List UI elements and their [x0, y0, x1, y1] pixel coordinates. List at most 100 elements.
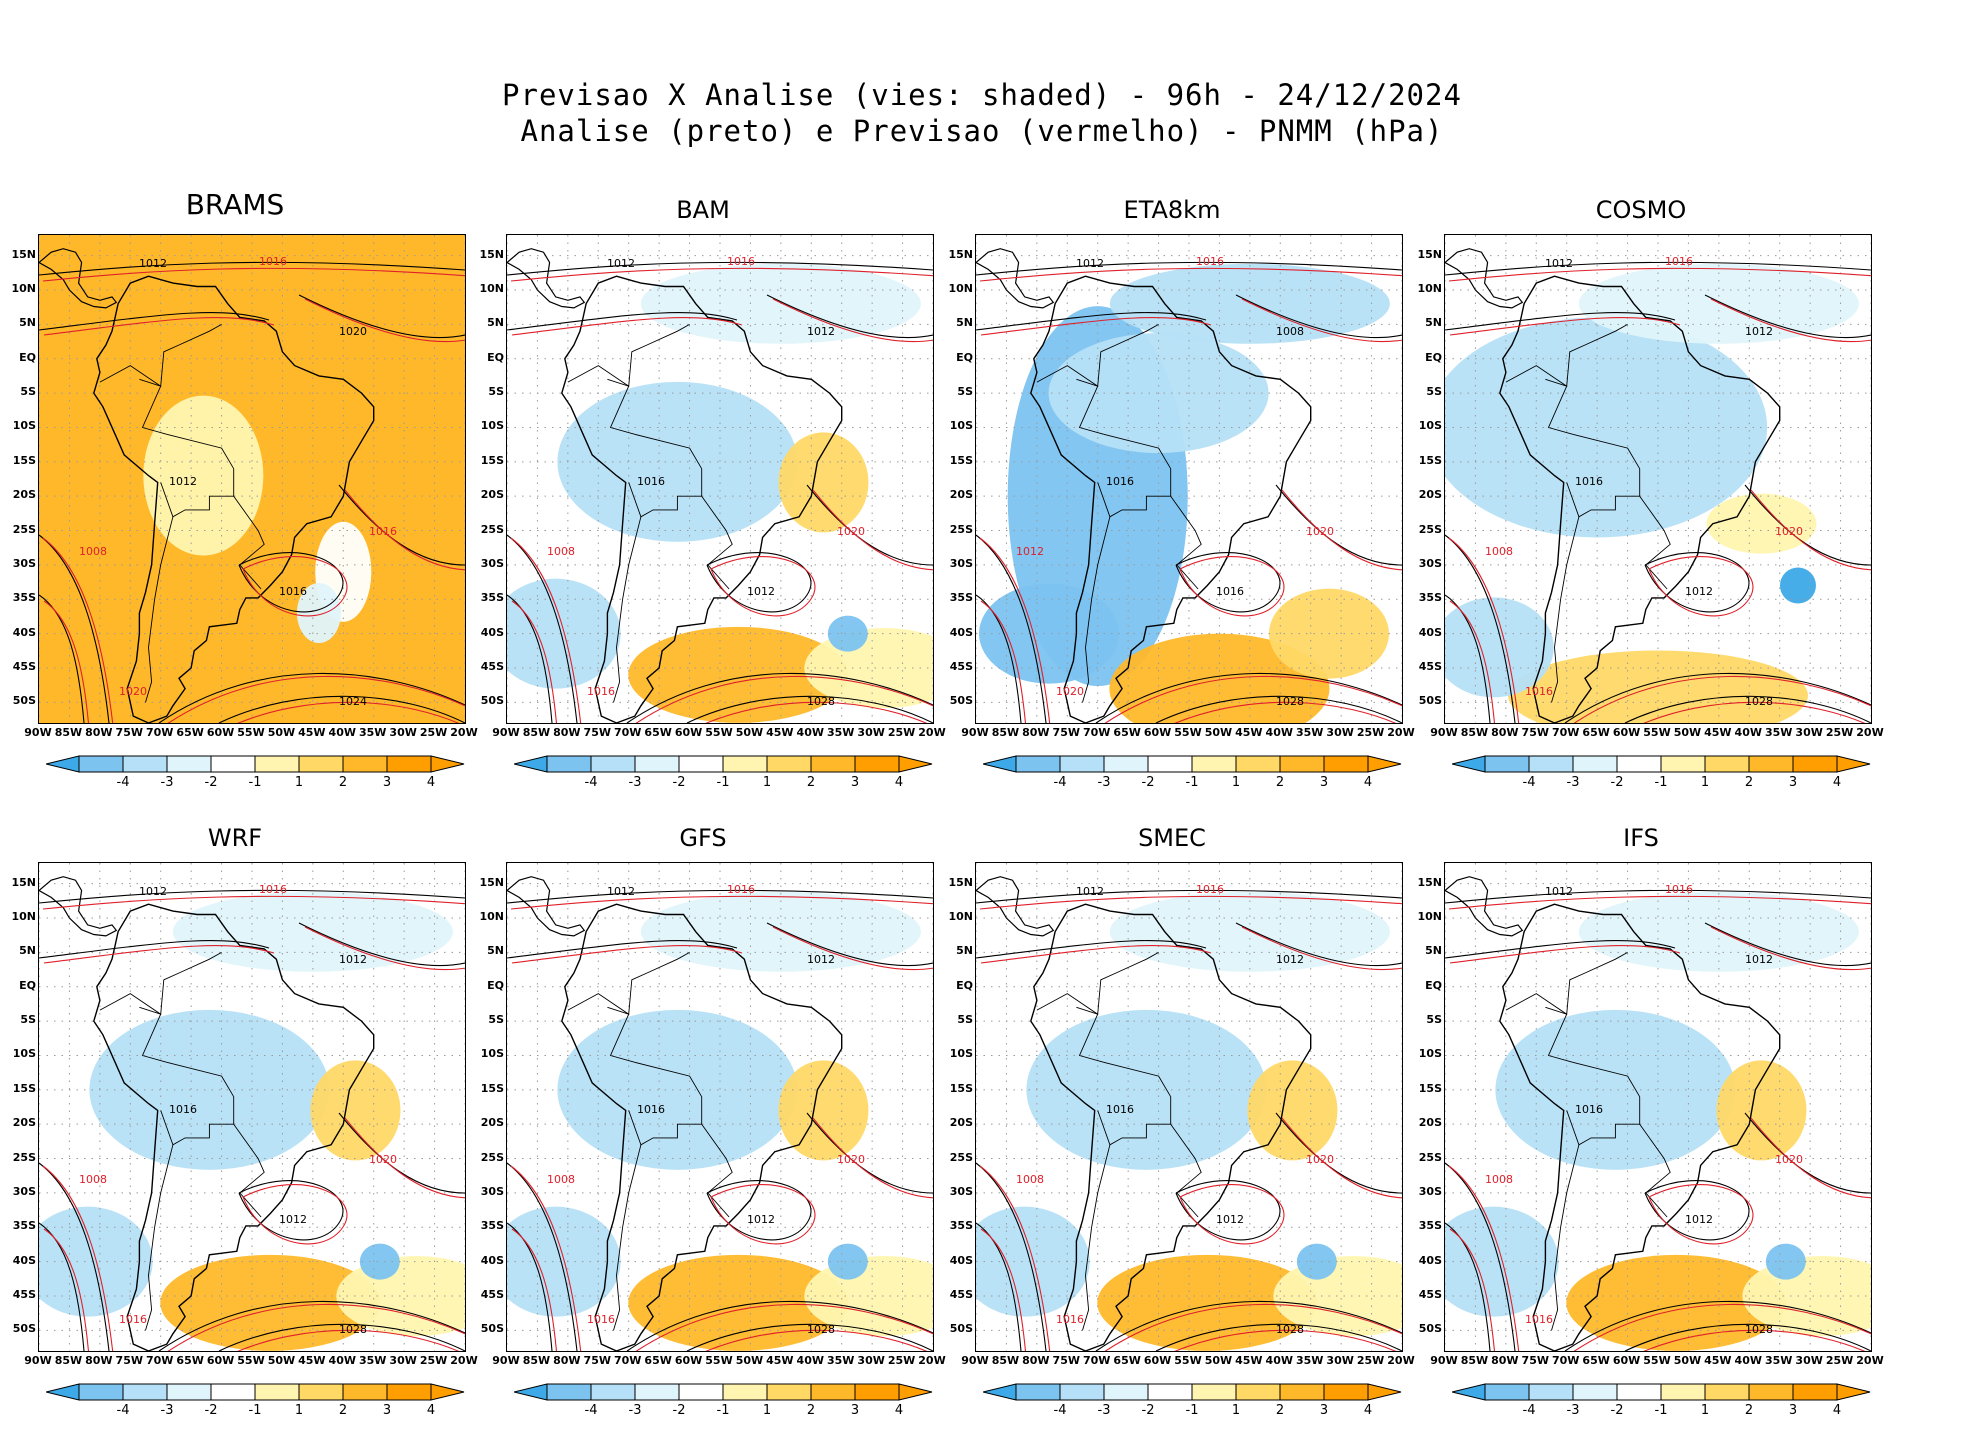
forecast-isobar	[344, 1117, 465, 1199]
colorbar-tick-label: 2	[1275, 775, 1285, 790]
analysis-isobar	[1445, 940, 1676, 959]
lon-tick-label: 75W	[1052, 1354, 1081, 1367]
country-border	[1082, 516, 1111, 703]
country-border	[628, 482, 702, 518]
colorbar-swatch	[1528, 755, 1574, 773]
colorbar-swatch	[1103, 755, 1149, 773]
model-panel: SMEC 15N 10N 5N EQ 5S 10S 15S 20S 25S 30S 35S 40S 45S…	[937, 808, 1414, 1418]
lon-tick-label: 85W	[1460, 726, 1489, 739]
forecast-isobar	[237, 701, 460, 723]
bias-warm-northeast	[778, 1060, 869, 1161]
forecast-isobar	[237, 1329, 460, 1351]
lon-tick-label: 25W	[1356, 726, 1385, 739]
isobar-label: 1012	[607, 257, 635, 270]
forecast-isobar	[772, 298, 933, 343]
central-america-outline	[39, 876, 118, 937]
forecast-isobar	[1448, 267, 1871, 282]
colorbar-tick-label: -3	[160, 1403, 174, 1418]
lon-tick-label: 60W	[1612, 1354, 1641, 1367]
forecast-isobar	[510, 1165, 582, 1351]
colorbar-high-arrow	[1367, 755, 1402, 773]
lat-tick-label: 30S	[12, 556, 36, 570]
model-panel: BRAMS 15N 10N 5N EQ 5S 10S 15S 20S 25S 30S 35S 40S 45…	[0, 180, 477, 790]
analysis-isobar	[39, 534, 110, 723]
lat-tick-label: EQ	[956, 350, 973, 364]
analysis-isobar	[158, 672, 465, 723]
isobar-label: 1024	[339, 695, 367, 708]
colorbar-swatch	[1704, 755, 1750, 773]
isobar-label: 1012	[279, 1213, 307, 1226]
isobar-label: 1008	[1276, 325, 1304, 338]
lon-tick-label: 35W	[1764, 1354, 1793, 1367]
colorbar-tick-label: -1	[248, 775, 262, 790]
forecast-isobar	[710, 1184, 816, 1245]
lat-tick-label: 40S	[1418, 1253, 1442, 1267]
analysis-isobar	[39, 1222, 85, 1351]
colorbar-tick-label: 3	[382, 775, 392, 790]
bias-warm-south	[1566, 1254, 1787, 1351]
colorbar-swatch	[810, 1383, 856, 1401]
colorbar-swatches	[514, 1383, 933, 1401]
colorbar-swatch	[78, 1383, 124, 1401]
country-border	[1103, 1061, 1202, 1218]
isobar-label: 1028	[1745, 1323, 1773, 1336]
isobar-label: 1020	[1306, 525, 1334, 538]
forecast-isobar	[42, 537, 114, 723]
colorbar-swatch	[254, 1383, 300, 1401]
colorbar-swatch	[386, 1383, 432, 1401]
lon-tick-label: 70W	[613, 726, 642, 739]
colorbar-tick-label: -2	[1141, 775, 1155, 790]
country-border	[1545, 324, 1628, 387]
colorbar-swatch	[1792, 1383, 1838, 1401]
lon-tick-label: 20W	[918, 1354, 946, 1367]
analysis-isobar	[39, 940, 270, 959]
colorbar-tick-label: -1	[716, 775, 730, 790]
isobar-contours	[39, 889, 465, 1351]
colorbar-swatch	[1191, 755, 1237, 773]
bias-cool-spot	[1765, 1243, 1806, 1280]
country-border	[613, 516, 642, 703]
map-canvas: 1012 1016 1012 1008 1016 1020 1012 1016 1028	[1445, 235, 1871, 723]
lon-tick-label: 60W	[674, 726, 703, 739]
lat-tick-label: 15S	[949, 453, 973, 467]
lon-tick-label: 20W	[450, 1354, 478, 1367]
lat-tick-label: 25S	[1418, 1150, 1442, 1164]
country-border	[1566, 1110, 1640, 1146]
isobar-label: 1020	[369, 1153, 397, 1166]
isobar-label: 1020	[339, 325, 367, 338]
forecast-isobar	[812, 489, 933, 571]
bias-shading	[976, 235, 1402, 723]
colorbar-swatch	[210, 755, 256, 773]
colorbar-swatch	[1235, 755, 1281, 773]
lon-tick-label: 30W	[389, 1354, 417, 1367]
panel-model-title: WRF	[207, 824, 263, 852]
analysis-isobar	[1275, 1112, 1402, 1194]
lon-tick-label: 70W	[145, 726, 174, 739]
lat-tick-label: 20S	[1418, 488, 1442, 502]
colorbar-tick-label: -3	[160, 775, 174, 790]
lat-tick-label: 10N	[11, 909, 36, 923]
lon-tick-label: 45W	[1704, 726, 1732, 739]
colorbar-swatches	[514, 755, 933, 773]
isobar-label: 1016	[1575, 475, 1603, 488]
analysis-isobar	[298, 922, 465, 967]
country-border	[1076, 952, 1159, 1015]
lon-tick-label: 55W	[1643, 726, 1671, 739]
lon-tick-label: 55W	[237, 726, 265, 739]
colorbar-tick-label: 4	[1832, 1403, 1842, 1418]
lat-tick-label: 30S	[1418, 556, 1442, 570]
analysis-isobar	[507, 1222, 553, 1351]
lon-tick-label: 45W	[298, 726, 326, 739]
map-canvas: 1012 1016 1012 1008 1016 1020 1012 1016 1028	[1445, 863, 1871, 1351]
lon-tick-label: 50W	[267, 726, 296, 739]
lat-tick-label: 5S	[1426, 385, 1442, 399]
analysis-isobar	[1564, 1300, 1871, 1351]
colorbar-tick-label: -4	[584, 1403, 598, 1418]
lat-tick-label: 45S	[949, 1288, 973, 1301]
bias-warm-south	[160, 1254, 381, 1351]
colorbar-low-arrow	[46, 755, 80, 773]
model-panel: GFS 15N 10N 5N EQ 5S 10S 15S 20S 25S 30S 35S 40S 45S 5…	[468, 808, 945, 1418]
colorbar-swatches	[1452, 1383, 1871, 1401]
lat-tick-label: 15S	[480, 1081, 504, 1095]
lon-tick-label: 20W	[1387, 1354, 1415, 1367]
